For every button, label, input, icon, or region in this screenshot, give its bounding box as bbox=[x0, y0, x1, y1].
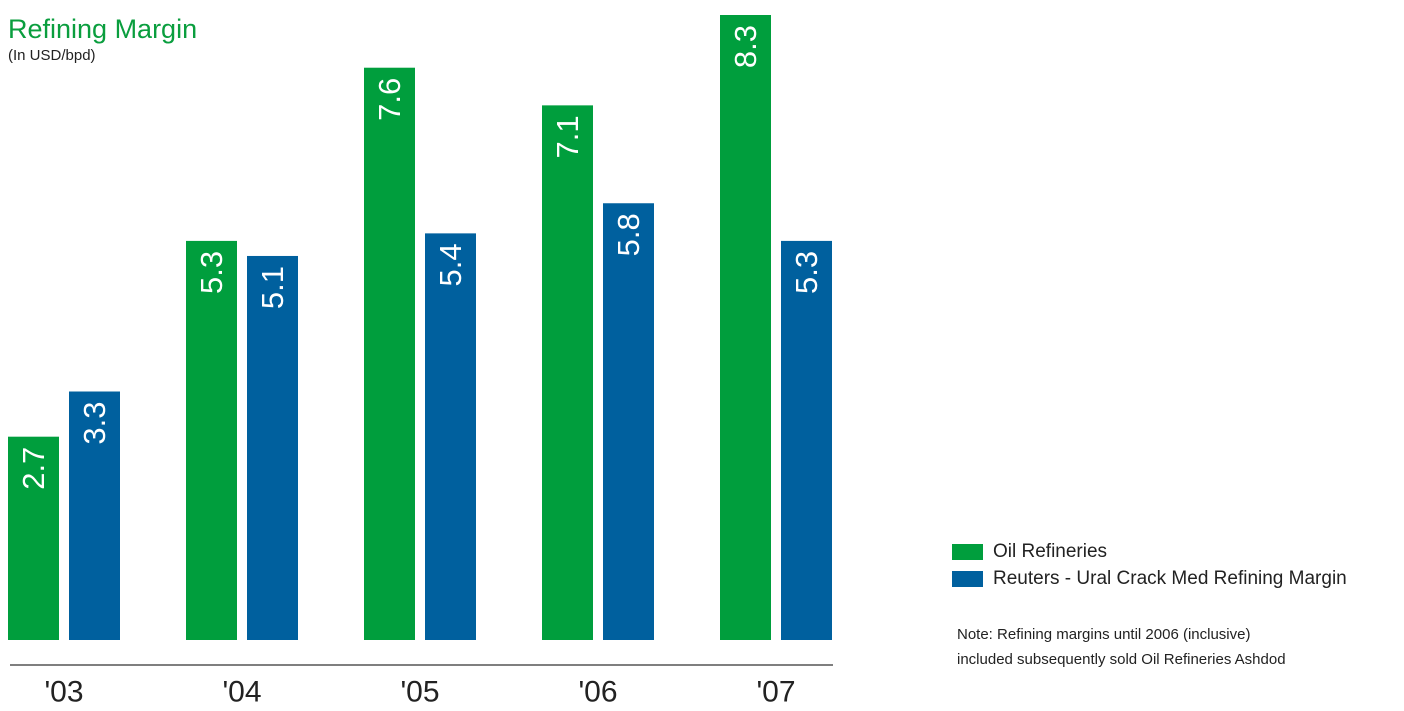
bar-oil-refineries-07 bbox=[720, 15, 771, 640]
x-tick-label-04: '04 bbox=[222, 676, 261, 709]
bar-reuters-ural-crack-med-refining-margin-03 bbox=[69, 391, 120, 640]
data-label-reuters-ural-crack-med-refining-margin-06: 5.8 bbox=[611, 213, 646, 256]
bar-chart: 2.7 3.3 5.3 5.1 7.6 5.4 7.1 5.8 8.3 5.3 '03 '04 '05… bbox=[8, 15, 833, 709]
data-label-oil-refineries-07: 8.3 bbox=[728, 25, 763, 68]
x-tick-label-07: '07 bbox=[756, 676, 795, 709]
note-line: included subsequently sold Oil Refinerie… bbox=[957, 651, 1286, 668]
chart-note: Note: Refining margins until 2006 (inclu… bbox=[957, 622, 1286, 672]
data-label-oil-refineries-06: 7.1 bbox=[550, 115, 585, 158]
x-tick-label-05: '05 bbox=[400, 676, 439, 709]
legend-item-reuters-ural-crack: Reuters - Ural Crack Med Refining Margin bbox=[952, 565, 1347, 592]
legend-label: Reuters - Ural Crack Med Refining Margin bbox=[993, 567, 1347, 589]
data-label-reuters-ural-crack-med-refining-margin-05: 5.4 bbox=[433, 243, 468, 286]
bar-oil-refineries-05 bbox=[364, 67, 415, 641]
chart-title: Refining Margin bbox=[8, 14, 198, 44]
x-tick-labels-layer: '03 '04 '05 '06 '07 bbox=[44, 676, 795, 709]
x-tick-label-06: '06 bbox=[578, 676, 617, 709]
data-label-oil-refineries-05: 7.6 bbox=[372, 78, 407, 121]
note-line: Note: Refining margins until 2006 (inclu… bbox=[957, 626, 1251, 643]
bar-reuters-ural-crack-med-refining-margin-07 bbox=[781, 240, 832, 640]
bar-reuters-ural-crack-med-refining-margin-05 bbox=[425, 233, 476, 641]
legend-swatch-oil-refineries bbox=[952, 543, 983, 560]
x-tick-label-03: '03 bbox=[44, 676, 83, 709]
data-label-reuters-ural-crack-med-refining-margin-03: 3.3 bbox=[77, 402, 112, 445]
legend-swatch-reuters-ural-crack bbox=[952, 570, 983, 587]
legend-item-oil-refineries: Oil Refineries bbox=[952, 538, 1347, 565]
bar-oil-refineries-03 bbox=[8, 436, 59, 640]
data-labels-layer: 2.7 3.3 5.3 5.1 7.6 5.4 7.1 5.8 8.3 5.3 bbox=[16, 25, 824, 490]
legend-label: Oil Refineries bbox=[993, 540, 1108, 562]
bar-oil-refineries-06 bbox=[542, 105, 593, 640]
data-label-reuters-ural-crack-med-refining-margin-04: 5.1 bbox=[255, 266, 290, 309]
legend: Oil Refineries Reuters - Ural Crack Med … bbox=[952, 538, 1347, 592]
bar-oil-refineries-04 bbox=[186, 240, 237, 640]
data-label-reuters-ural-crack-med-refining-margin-07: 5.3 bbox=[789, 251, 824, 294]
bar-reuters-ural-crack-med-refining-margin-04 bbox=[247, 255, 298, 640]
data-label-oil-refineries-03: 2.7 bbox=[16, 447, 51, 490]
chart-subtitle: (In USD/bpd) bbox=[8, 47, 96, 64]
bar-reuters-ural-crack-med-refining-margin-06 bbox=[603, 203, 654, 641]
bars-layer bbox=[8, 15, 832, 641]
data-label-oil-refineries-04: 5.3 bbox=[194, 251, 229, 294]
